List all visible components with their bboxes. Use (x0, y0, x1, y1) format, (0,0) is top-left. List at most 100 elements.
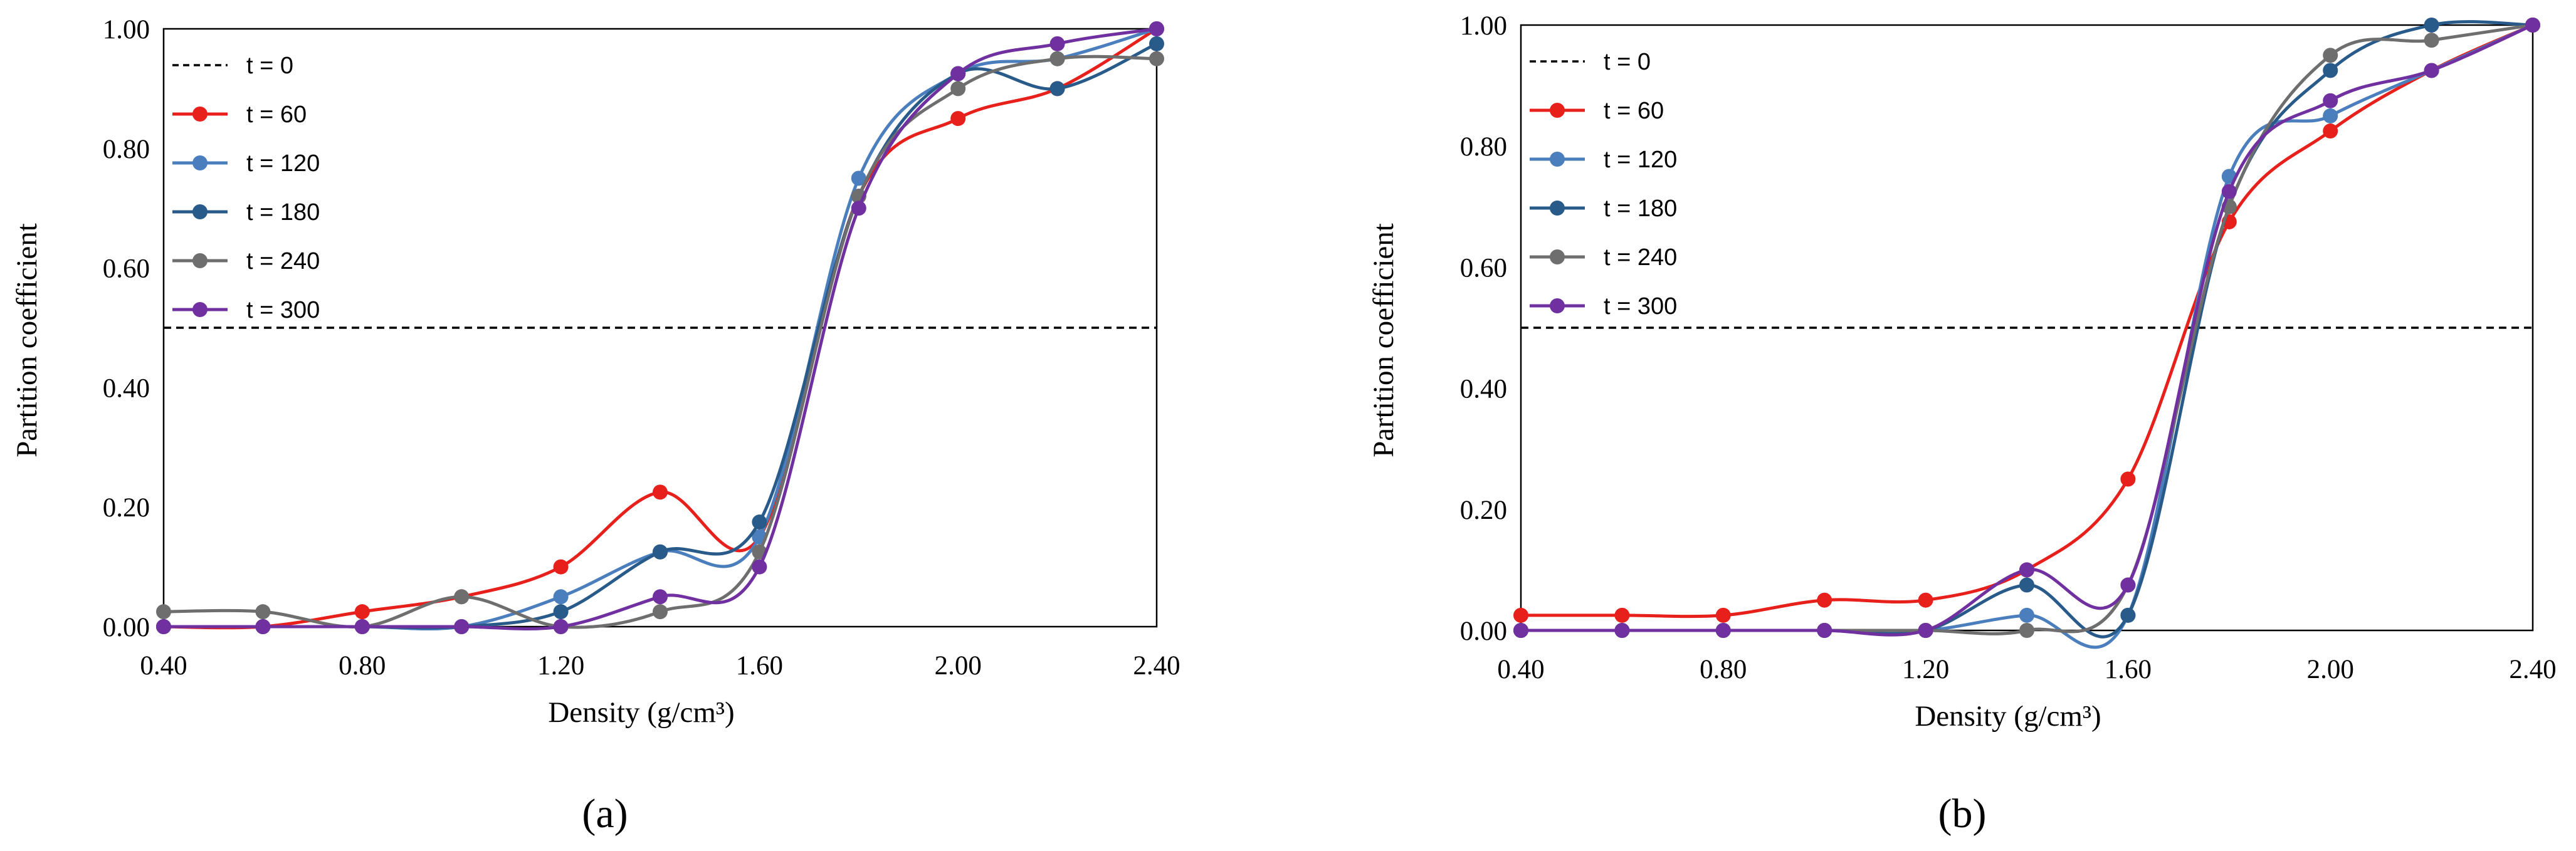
data-point (1918, 592, 1933, 608)
legend-item: t = 120 (1530, 147, 1677, 173)
data-point (255, 619, 271, 634)
legend-label: t = 0 (1604, 49, 1651, 75)
y-tick-label: 0.40 (1460, 375, 1507, 404)
data-point (851, 170, 866, 186)
legend-label: t = 0 (246, 53, 293, 79)
data-point (851, 201, 866, 216)
legend-marker (1550, 298, 1565, 313)
legend-item: t = 300 (172, 297, 320, 323)
legend-marker (192, 253, 208, 268)
data-point (2019, 577, 2034, 593)
data-point (1614, 623, 1630, 638)
x-tick-label: 0.80 (1700, 655, 1747, 684)
data-point (454, 589, 470, 605)
legend-label: t = 180 (1604, 196, 1677, 222)
y-tick-label: 0.00 (1460, 617, 1507, 646)
x-tick-label: 0.40 (140, 651, 187, 681)
data-point (1817, 592, 1832, 608)
legend-label: t = 60 (1604, 98, 1664, 124)
legend-item: t = 240 (1530, 244, 1677, 271)
legend-label: t = 300 (1604, 293, 1677, 320)
data-point (1149, 51, 1164, 66)
data-point (1149, 21, 1164, 36)
data-point (1149, 36, 1164, 51)
data-point (454, 619, 470, 634)
x-tick-label: 2.00 (2307, 655, 2354, 684)
legend-item: t = 60 (1530, 98, 1664, 124)
data-point (1049, 51, 1065, 66)
panel-label: (b) (1938, 791, 1987, 837)
data-point (752, 514, 767, 530)
data-point (2424, 63, 2439, 78)
x-tick-label: 2.40 (1133, 651, 1180, 681)
data-point (255, 604, 271, 620)
legend-item: t = 0 (1530, 49, 1651, 75)
y-tick-label: 0.80 (103, 135, 150, 164)
legend-marker (1550, 103, 1565, 118)
x-tick-label: 1.60 (736, 651, 783, 681)
data-point (950, 81, 966, 97)
x-axis-label: Density (g/cm³) (1915, 700, 2101, 733)
data-point (653, 544, 668, 560)
legend-label: t = 240 (1604, 244, 1677, 271)
chart-panel-b: 0.00 0.20 0.40 0.60 0.80 1.00 0.40 0.80 1.20 1.60… (1367, 11, 2557, 837)
series-line (1521, 23, 2534, 619)
data-point (2323, 63, 2338, 78)
legend-label: t = 120 (1604, 147, 1677, 173)
y-tick-label: 0.40 (103, 373, 150, 403)
legend-item: t = 180 (1530, 196, 1677, 222)
x-tick-label: 1.20 (537, 651, 584, 681)
x-tick-label: 2.00 (935, 651, 982, 681)
legend-marker (192, 155, 208, 170)
data-point (156, 619, 171, 634)
data-point (2323, 123, 2338, 139)
data-point (752, 559, 767, 575)
legend-item: t = 300 (1530, 293, 1677, 320)
x-tick-label: 1.20 (1902, 655, 1949, 684)
legend-label: t = 120 (246, 150, 320, 177)
data-point (653, 589, 668, 605)
legend-label: t = 60 (246, 102, 307, 128)
data-point (2424, 33, 2439, 48)
data-point (1817, 623, 1832, 638)
y-tick-label: 0.20 (1460, 496, 1507, 525)
data-point (1715, 623, 1731, 638)
legend-marker (192, 302, 208, 317)
data-point (156, 604, 171, 620)
data-point (2120, 577, 2136, 593)
y-tick-label: 0.60 (1460, 253, 1507, 283)
data-point (1049, 36, 1065, 51)
legend-marker (1550, 201, 1565, 216)
x-tick-label: 0.40 (1497, 655, 1544, 684)
data-point (653, 604, 668, 620)
legend-label: t = 240 (246, 248, 320, 274)
data-point (2323, 93, 2338, 108)
x-axis-label: Density (g/cm³) (548, 696, 734, 729)
legend-label: t = 180 (246, 199, 320, 226)
data-point (1918, 623, 1933, 638)
data-point (2323, 48, 2338, 63)
legend-item: t = 60 (172, 102, 307, 128)
y-tick-label: 0.00 (103, 613, 150, 642)
data-point (1513, 607, 1528, 623)
data-point (2120, 607, 2136, 623)
data-point (2525, 18, 2540, 33)
data-point (354, 604, 370, 620)
data-point (2019, 607, 2034, 623)
legend-item: t = 180 (172, 199, 320, 226)
y-tick-label: 0.80 (1460, 132, 1507, 162)
legend: t = 0 t = 60 t = 120 t = 180 t = 240 t = 300 (1530, 49, 1677, 320)
legend-label: t = 300 (246, 297, 320, 323)
x-tick-label: 1.60 (2105, 655, 2152, 684)
y-tick-label: 1.00 (1460, 11, 1507, 41)
chart-panel-a: 0.00 0.20 0.40 0.60 0.80 1.00 0.40 0.80 1.20 1.60… (11, 15, 1180, 837)
panel-label: (a) (582, 791, 628, 837)
legend-marker (1550, 152, 1565, 167)
data-point (553, 589, 569, 605)
y-axis-label: Partition coefficient (11, 223, 43, 457)
data-point (950, 111, 966, 127)
data-point (553, 559, 569, 575)
data-point (2120, 471, 2136, 487)
x-tick-label: 2.40 (2509, 655, 2556, 684)
